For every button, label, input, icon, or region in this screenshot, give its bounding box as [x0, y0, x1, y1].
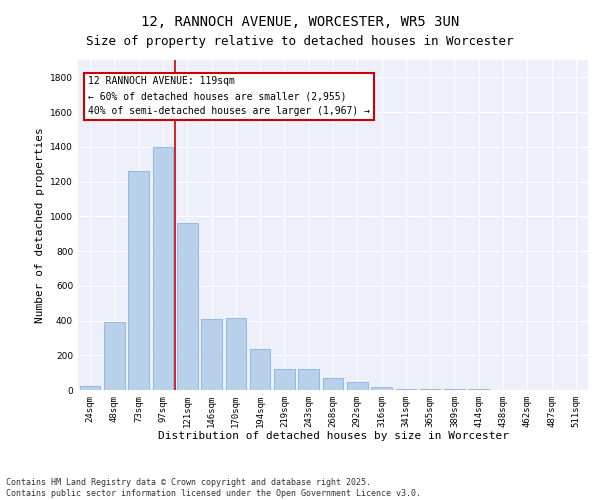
Bar	[298, 369, 319, 390]
Bar	[128, 171, 149, 390]
X-axis label: Distribution of detached houses by size in Worcester: Distribution of detached houses by size …	[157, 432, 509, 442]
Bar	[177, 224, 197, 390]
Bar	[274, 369, 295, 390]
Text: 12 RANNOCH AVENUE: 119sqm
← 60% of detached houses are smaller (2,955)
40% of se: 12 RANNOCH AVENUE: 119sqm ← 60% of detac…	[88, 76, 370, 116]
Bar	[250, 349, 271, 390]
Bar	[226, 318, 246, 390]
Bar	[347, 382, 368, 390]
Text: 12, RANNOCH AVENUE, WORCESTER, WR5 3UN: 12, RANNOCH AVENUE, WORCESTER, WR5 3UN	[141, 15, 459, 29]
Bar	[323, 378, 343, 390]
Bar	[201, 319, 222, 390]
Bar	[395, 389, 416, 390]
Text: Size of property relative to detached houses in Worcester: Size of property relative to detached ho…	[86, 35, 514, 48]
Bar	[80, 386, 100, 390]
Bar	[104, 322, 125, 390]
Y-axis label: Number of detached properties: Number of detached properties	[35, 127, 44, 323]
Text: Contains HM Land Registry data © Crown copyright and database right 2025.
Contai: Contains HM Land Registry data © Crown c…	[6, 478, 421, 498]
Bar	[420, 389, 440, 390]
Bar	[371, 387, 392, 390]
Bar	[152, 147, 173, 390]
